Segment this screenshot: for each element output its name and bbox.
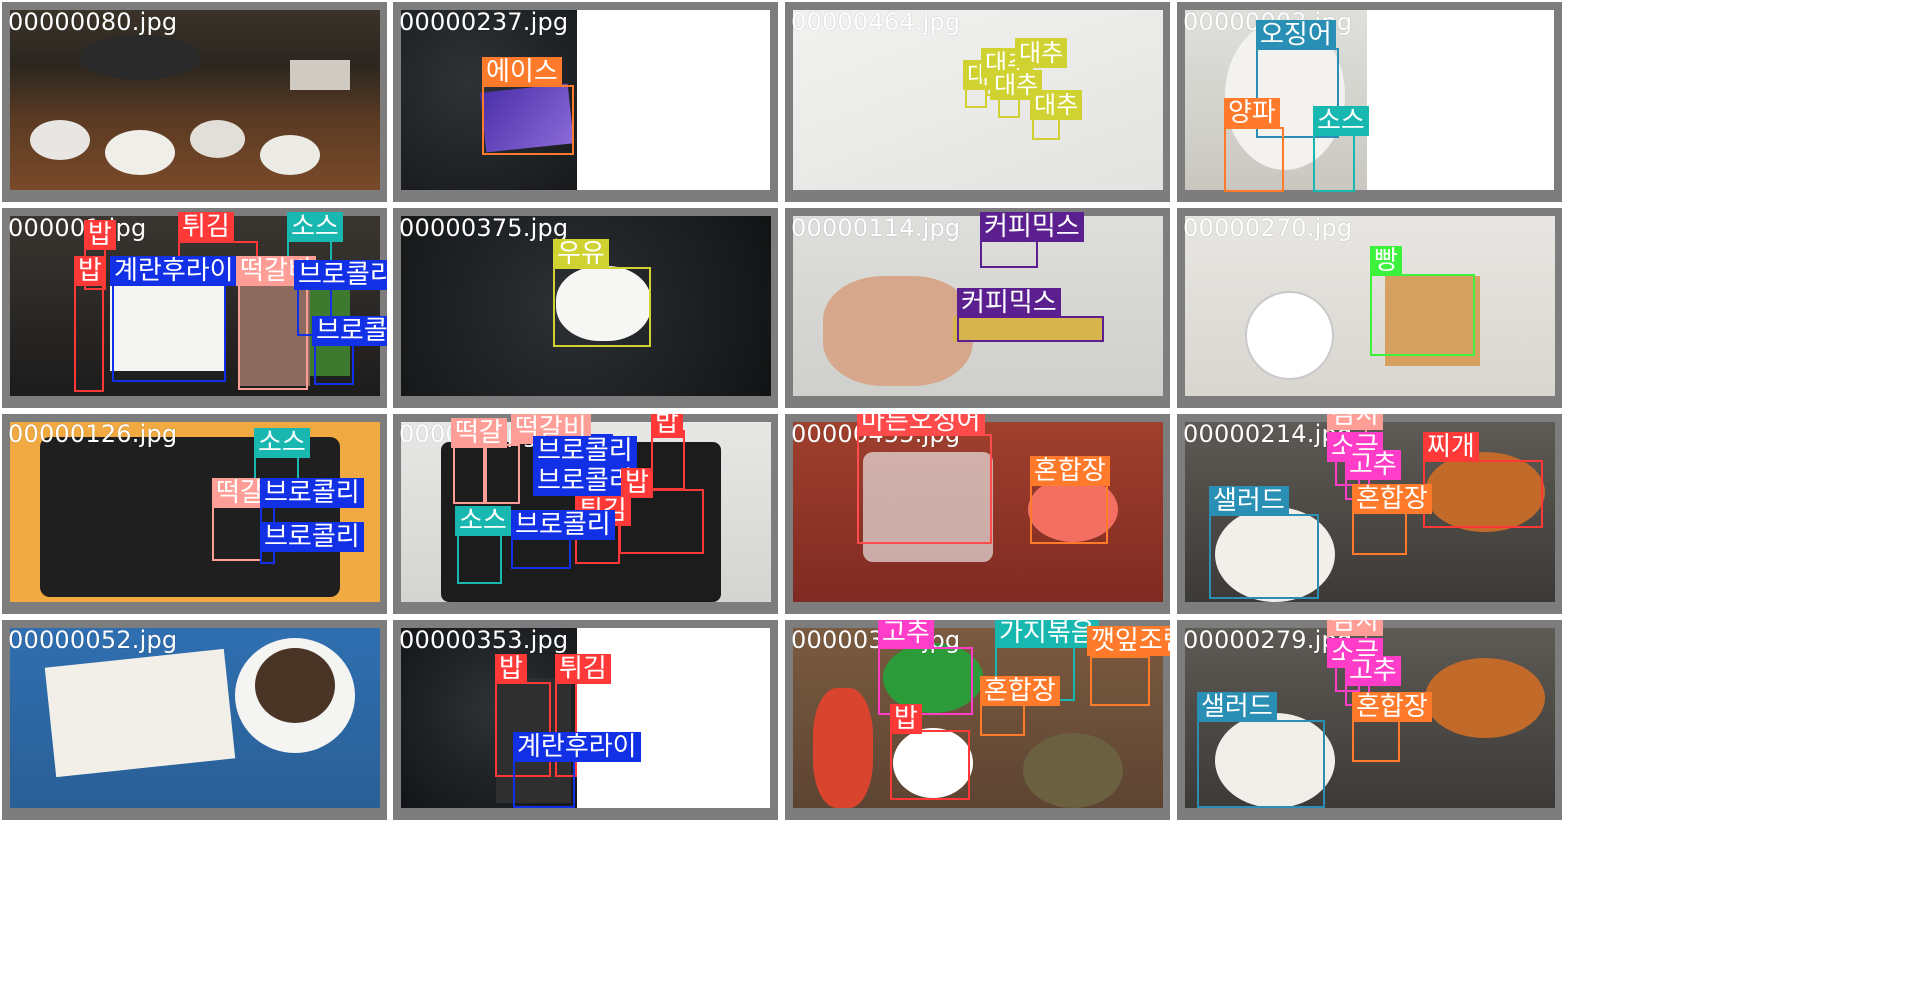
bbox-label: 브로콜리 [260, 522, 364, 552]
file-name: 00000464.jpg [791, 8, 961, 36]
tile: 00000052.jpg [2, 620, 387, 820]
bbox-label: 떡갈 [212, 478, 268, 508]
file-name: 00000214.jpg [1183, 420, 1353, 448]
tile: 에이스 00000237.jpg [393, 2, 778, 202]
bbox-label: 샐러드 [1197, 692, 1277, 722]
bbox-label: 브로콜리 [511, 510, 615, 540]
bbox-label: 소스 [1313, 106, 1369, 136]
bbox-label: 대추 [1015, 38, 1068, 68]
photo [10, 216, 380, 396]
file-name: 00000270.jpg [1183, 214, 1353, 242]
padding [1367, 10, 1554, 190]
bbox-label: 떡갈비 [511, 414, 591, 444]
file-name: 00000114.jpg [791, 214, 961, 242]
file-name: 00000126.jpg [8, 420, 178, 448]
tile: 우유 00000375.jpg [393, 208, 778, 408]
bbox-label: 깻잎조림 [1087, 626, 1170, 656]
bbox-label: 브로콜리 [312, 316, 387, 346]
bbox-label: 고추 [1345, 450, 1401, 480]
bbox-label: 고추 [1345, 656, 1401, 686]
tile: 밥 튀김 계란후라이 00000353.jpg [393, 620, 778, 820]
bbox-label: 브로콜리 [533, 466, 637, 496]
bbox-label: 혼합장 [1030, 456, 1110, 486]
bbox-label: 가지볶음 [995, 620, 1099, 648]
tile: 밥 튀김 소스 밥 계란후라이 떡갈비 브로콜리 브로콜리 000001.jpg [2, 208, 387, 408]
bbox-label: 샐러드 [1209, 486, 1289, 516]
bbox-label: 떡갈 [451, 418, 507, 448]
bbox-label: 소스 [254, 428, 310, 458]
bbox-label: 튀김 [178, 212, 234, 242]
bbox-label: 대추 [990, 70, 1043, 100]
bbox-label: 브로콜리 [260, 478, 364, 508]
bbox-label: 김치 [1327, 414, 1383, 430]
bbox-label: 밥 [651, 414, 683, 438]
bbox-label: 오징어 [1256, 20, 1336, 50]
photo [793, 10, 1163, 190]
bbox-label: 마른오징어 [857, 414, 985, 436]
photo [10, 628, 380, 808]
photo [10, 10, 380, 190]
bbox-label: 밥 [890, 704, 922, 734]
file-name: 00000237.jpg [399, 8, 569, 36]
tile: 김치 소금 고추 샐러드 혼합장 00000279.jpg [1177, 620, 1562, 820]
photo [401, 628, 577, 808]
bbox-label: 대추 [1030, 90, 1083, 120]
photo [1185, 216, 1555, 396]
photo [793, 216, 1163, 396]
file-name: 00000080.jpg [8, 8, 178, 36]
tile: 김치 소금 고추 찌개 샐러드 혼합장 00000214.jpg [1177, 414, 1562, 614]
bbox-label: 소스 [455, 506, 511, 536]
bbox-label: 밥 [495, 654, 527, 684]
bbox-label: 커피믹스 [957, 288, 1061, 318]
file-name: 00000375.jpg [399, 214, 569, 242]
tile: 고추 가지볶음 깻잎조림 혼합장 밥 00000335.jpg [785, 620, 1170, 820]
padding [577, 10, 770, 190]
bbox-label: 고추 [878, 620, 934, 648]
bbox-label: 밥 [621, 468, 653, 498]
bbox-label: 에이스 [482, 57, 562, 87]
tile: 대추 대추 대추 대추 대추 00000464.jpg [785, 2, 1170, 202]
bbox-label: 계란후라이 [110, 256, 238, 286]
tile: 소스 떡갈 브로콜리 브로콜리 00000126.jpg [2, 414, 387, 614]
bbox-label: 혼합장 [1352, 692, 1432, 722]
bbox-label: 찌개 [1423, 432, 1479, 462]
bbox-label: 소스 [287, 212, 343, 242]
bbox-label: 혼합장 [980, 676, 1060, 706]
bbox-label: 양파 [1224, 98, 1280, 128]
bbox-label: 밥 [84, 220, 116, 250]
bbox-label: 밥 [74, 256, 106, 286]
bbox-label: 혼합장 [1352, 484, 1432, 514]
bbox-label: 김치 [1327, 620, 1383, 636]
file-name: 000001.jpg [8, 214, 147, 242]
bbox [482, 85, 574, 155]
photo [793, 628, 1163, 808]
bbox-label: 우유 [553, 239, 609, 269]
tile: 오징어 양파 소스 00000003.jpg [1177, 2, 1562, 202]
bbox-label: 커피믹스 [980, 212, 1084, 242]
file-name: 00000279.jpg [1183, 626, 1353, 654]
photo [10, 422, 380, 602]
bbox-label: 브로콜리 [533, 436, 637, 466]
file-name: 00000353.jpg [399, 626, 569, 654]
tile: 00000080.jpg [2, 2, 387, 202]
bbox-label: 브로콜리 [294, 260, 387, 290]
bbox-label: 튀김 [555, 654, 611, 684]
tile: 마른오징어 혼합장 00000455.jpg [785, 414, 1170, 614]
bbox-label: 빵 [1370, 246, 1402, 276]
tile: 빵 00000270.jpg [1177, 208, 1562, 408]
bbox-label: 계란후라이 [513, 732, 641, 762]
file-name: 00000052.jpg [8, 626, 178, 654]
tile: 커피믹스 커피믹스 00000114.jpg [785, 208, 1170, 408]
tile: 떡갈 떡갈비 브로콜리 브로콜리 밥 튀김 소스 브로콜리 밥 000003.j… [393, 414, 778, 614]
